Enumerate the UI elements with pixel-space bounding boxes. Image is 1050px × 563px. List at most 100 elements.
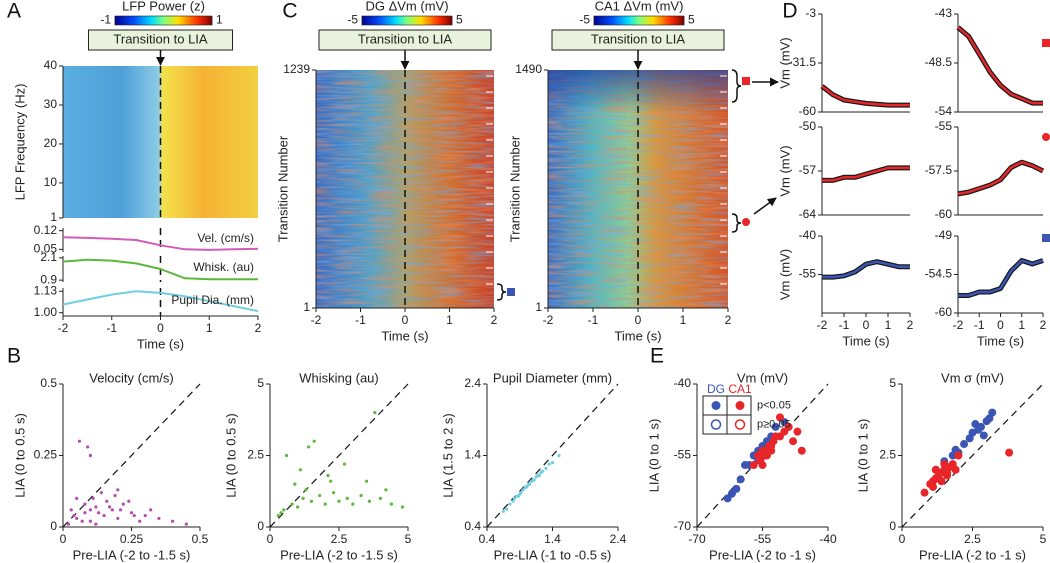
point: [171, 519, 175, 523]
unity-line: [901, 383, 1044, 528]
point: [775, 413, 784, 422]
y-tick-label: 1.13: [34, 283, 58, 297]
legend-symbol: [710, 419, 722, 430]
legend-note: p≥0.05: [757, 418, 791, 430]
point: [373, 411, 377, 415]
panel-label: C: [282, 0, 297, 23]
y-tick-label: -55: [799, 267, 817, 281]
y-tick-label: -50: [799, 119, 817, 133]
x-tick-label: 1: [206, 321, 213, 335]
point: [293, 482, 297, 486]
line: [62, 290, 259, 313]
x-tick-label: 0.25: [120, 532, 144, 546]
point: [309, 499, 313, 503]
point: [304, 488, 308, 492]
x-tick-label: 2.5: [331, 532, 348, 546]
x-axis-label: Pre-LIA (-2 to -1 s): [919, 547, 1026, 562]
y-tick-label: 10: [44, 175, 58, 189]
point: [279, 511, 283, 515]
y-axis-label: Vm (mV): [777, 249, 792, 300]
line: [957, 160, 1044, 196]
point: [979, 431, 988, 440]
y-tick-label: -60: [799, 104, 817, 118]
colorbar: [361, 15, 453, 26]
point: [88, 519, 92, 523]
bracket: [731, 69, 742, 103]
y-tick-label: -60: [935, 305, 953, 319]
y-tick-label: 2.5: [247, 448, 264, 462]
x-tick-label: 1: [680, 313, 687, 327]
marker-symbol: [1042, 133, 1050, 141]
y-tick-label: 1: [303, 300, 310, 314]
x-tick-label: 0: [863, 318, 870, 332]
trace-label: Whisk. (au): [193, 260, 254, 274]
y-tick-label: -55: [935, 119, 953, 133]
x-tick-label: 2: [255, 321, 262, 335]
point: [960, 440, 969, 449]
y-tick-label: -48.5: [925, 55, 953, 69]
point: [758, 461, 767, 470]
x-tick-label: -1: [839, 318, 850, 332]
point: [526, 483, 530, 488]
point: [954, 451, 963, 460]
y-tick-label: -54.5: [925, 267, 953, 281]
point: [539, 471, 543, 475]
y-axis-label: LIA (0 to 1 s): [855, 419, 870, 493]
point: [501, 509, 505, 513]
y-tick-label: 20: [44, 136, 58, 150]
x-tick-label: -1: [588, 313, 599, 327]
x-tick-label: -70: [688, 532, 706, 546]
colorbar-tick-label: -5: [347, 13, 358, 27]
point: [184, 522, 188, 526]
y-tick-label: 0: [257, 519, 264, 533]
point: [312, 439, 316, 443]
point: [762, 451, 771, 460]
point: [508, 502, 512, 506]
point: [99, 491, 103, 495]
point: [157, 516, 161, 521]
panel-label: D: [782, 0, 797, 23]
point: [505, 507, 509, 511]
point: [940, 460, 949, 469]
panel-label: A: [7, 0, 21, 23]
annotation: Transition to LIA: [113, 31, 208, 46]
point: [400, 505, 405, 509]
y-tick-label: 0.05: [34, 242, 58, 256]
x-axis-label: Pre-LIA (-2 to -1 s): [709, 547, 816, 562]
point: [971, 420, 980, 429]
point: [102, 513, 106, 518]
colorbar-title: CA1 ΔVm (mV): [595, 0, 684, 13]
point: [516, 494, 521, 498]
unity-line: [62, 383, 201, 528]
y-axis-label: Transition Number: [507, 135, 522, 242]
x-tick-label: 0: [997, 318, 1004, 332]
arrow: [753, 197, 777, 215]
point: [793, 427, 802, 436]
point: [532, 478, 536, 482]
colorbar-title: LFP Power (z): [122, 0, 205, 13]
point: [797, 446, 806, 455]
x-tick-label: 5: [405, 532, 412, 546]
marker-symbol: [1042, 39, 1050, 47]
point: [389, 502, 394, 506]
x-tick-label: -1: [355, 313, 366, 327]
y-tick-label: -57.5: [925, 163, 953, 177]
x-tick-label: 1: [446, 313, 453, 327]
y-axis-label: Vm (mV): [777, 145, 792, 196]
x-tick-label: 2: [1040, 318, 1047, 332]
point: [378, 496, 382, 500]
x-tick-label: 0: [899, 532, 906, 546]
y-axis-label: LIA (0 to 1 s): [646, 419, 661, 493]
y-tick-label: 2.4: [464, 376, 481, 390]
point: [69, 508, 73, 512]
point: [789, 437, 798, 446]
point: [529, 479, 534, 483]
x-tick-label: -2: [311, 313, 322, 327]
point: [771, 422, 780, 431]
y-tick-label: 1490: [515, 62, 542, 76]
point: [298, 468, 302, 472]
point: [384, 488, 388, 492]
point: [519, 491, 523, 495]
x-axis-label: Time (s): [381, 328, 428, 343]
point: [127, 499, 131, 503]
